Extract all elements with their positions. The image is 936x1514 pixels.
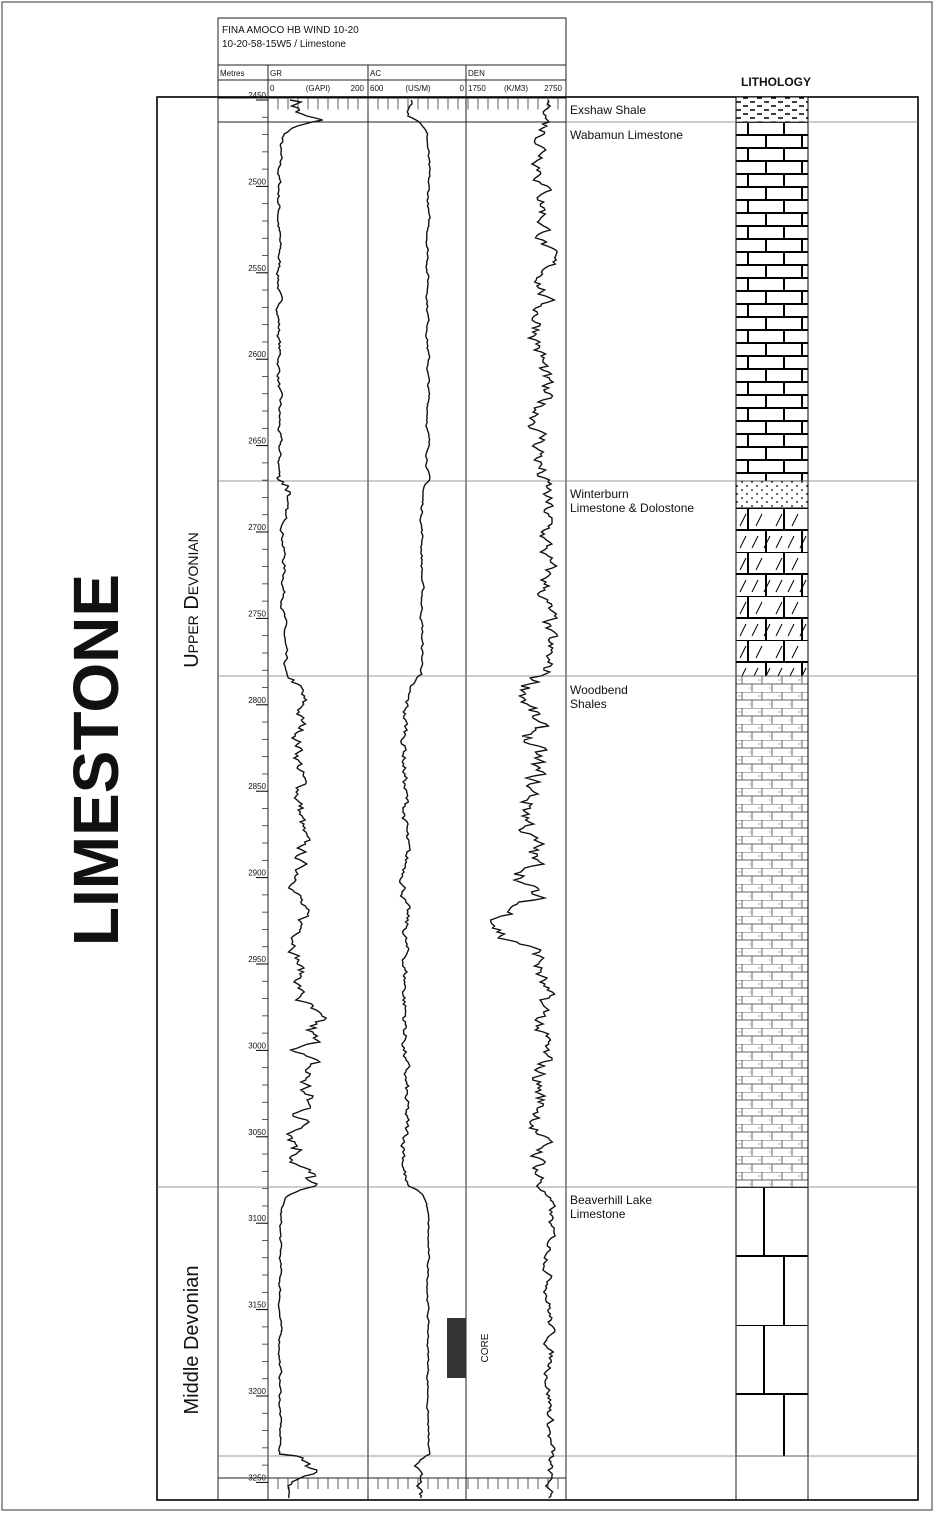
track-min: 0 bbox=[270, 84, 275, 93]
ac-curve bbox=[400, 100, 431, 1498]
depth-unit: Metres bbox=[220, 69, 244, 78]
track-max: 2750 bbox=[544, 84, 562, 93]
track-min: 600 bbox=[370, 84, 384, 93]
depth-label: 2500 bbox=[248, 177, 266, 186]
track-name: DEN bbox=[468, 69, 485, 78]
depth-label: 3250 bbox=[248, 1473, 266, 1482]
lith-shale bbox=[736, 97, 808, 122]
period-label: Middle Devonian bbox=[181, 1266, 203, 1415]
lithology-title: LITHOLOGY bbox=[741, 75, 811, 89]
gr-curve bbox=[276, 100, 326, 1498]
depth-label: 2600 bbox=[248, 350, 266, 359]
depth-label: 3000 bbox=[248, 1041, 266, 1050]
depth-label: 2450 bbox=[248, 91, 266, 100]
depth-label: 3150 bbox=[248, 1301, 266, 1310]
depth-label: 3050 bbox=[248, 1128, 266, 1137]
den-curve bbox=[491, 100, 558, 1498]
header-line: 10-20-58-15W5 / Limestone bbox=[222, 39, 346, 50]
header-line: FINA AMOCO HB WIND 10-20 bbox=[222, 25, 359, 36]
depth-label: 3200 bbox=[248, 1387, 266, 1396]
well-log-figure: LIMESTONE FINA AMOCO HB WIND 10-20 10-20… bbox=[0, 0, 936, 1514]
lith-dolostone bbox=[736, 508, 808, 676]
depth-label: 2950 bbox=[248, 955, 266, 964]
depth-label: 2900 bbox=[248, 869, 266, 878]
depth-label: 2550 bbox=[248, 264, 266, 273]
track-name: GR bbox=[270, 69, 282, 78]
formation-label: Wabamun Limestone bbox=[570, 128, 683, 142]
lith-sand bbox=[736, 481, 808, 508]
core-label: CORE bbox=[480, 1333, 491, 1362]
lith-limestone bbox=[736, 122, 808, 481]
track-unit: (US/M) bbox=[405, 84, 431, 93]
track-name: AC bbox=[370, 69, 381, 78]
track-min: 1750 bbox=[468, 84, 486, 93]
depth-label: 2700 bbox=[248, 523, 266, 532]
figure-title: LIMESTONE bbox=[60, 574, 132, 946]
track-dividers bbox=[218, 18, 566, 1500]
period-label: Upper Devonian bbox=[181, 532, 203, 668]
depth-label: 2650 bbox=[248, 437, 266, 446]
depth-label: 2750 bbox=[248, 609, 266, 618]
depth-label: 2800 bbox=[248, 696, 266, 705]
lith-limestone bbox=[736, 1187, 808, 1456]
depth-label: 3100 bbox=[248, 1214, 266, 1223]
core-interval bbox=[447, 1318, 466, 1378]
track-max: 0 bbox=[460, 84, 465, 93]
track-unit: (GAPI) bbox=[306, 84, 331, 93]
track-unit: (K/M3) bbox=[504, 84, 528, 93]
depth-label: 2850 bbox=[248, 782, 266, 791]
track-max: 200 bbox=[351, 84, 365, 93]
formation-label: Exshaw Shale bbox=[570, 103, 646, 117]
lith-shaly-limestone bbox=[736, 676, 808, 1187]
